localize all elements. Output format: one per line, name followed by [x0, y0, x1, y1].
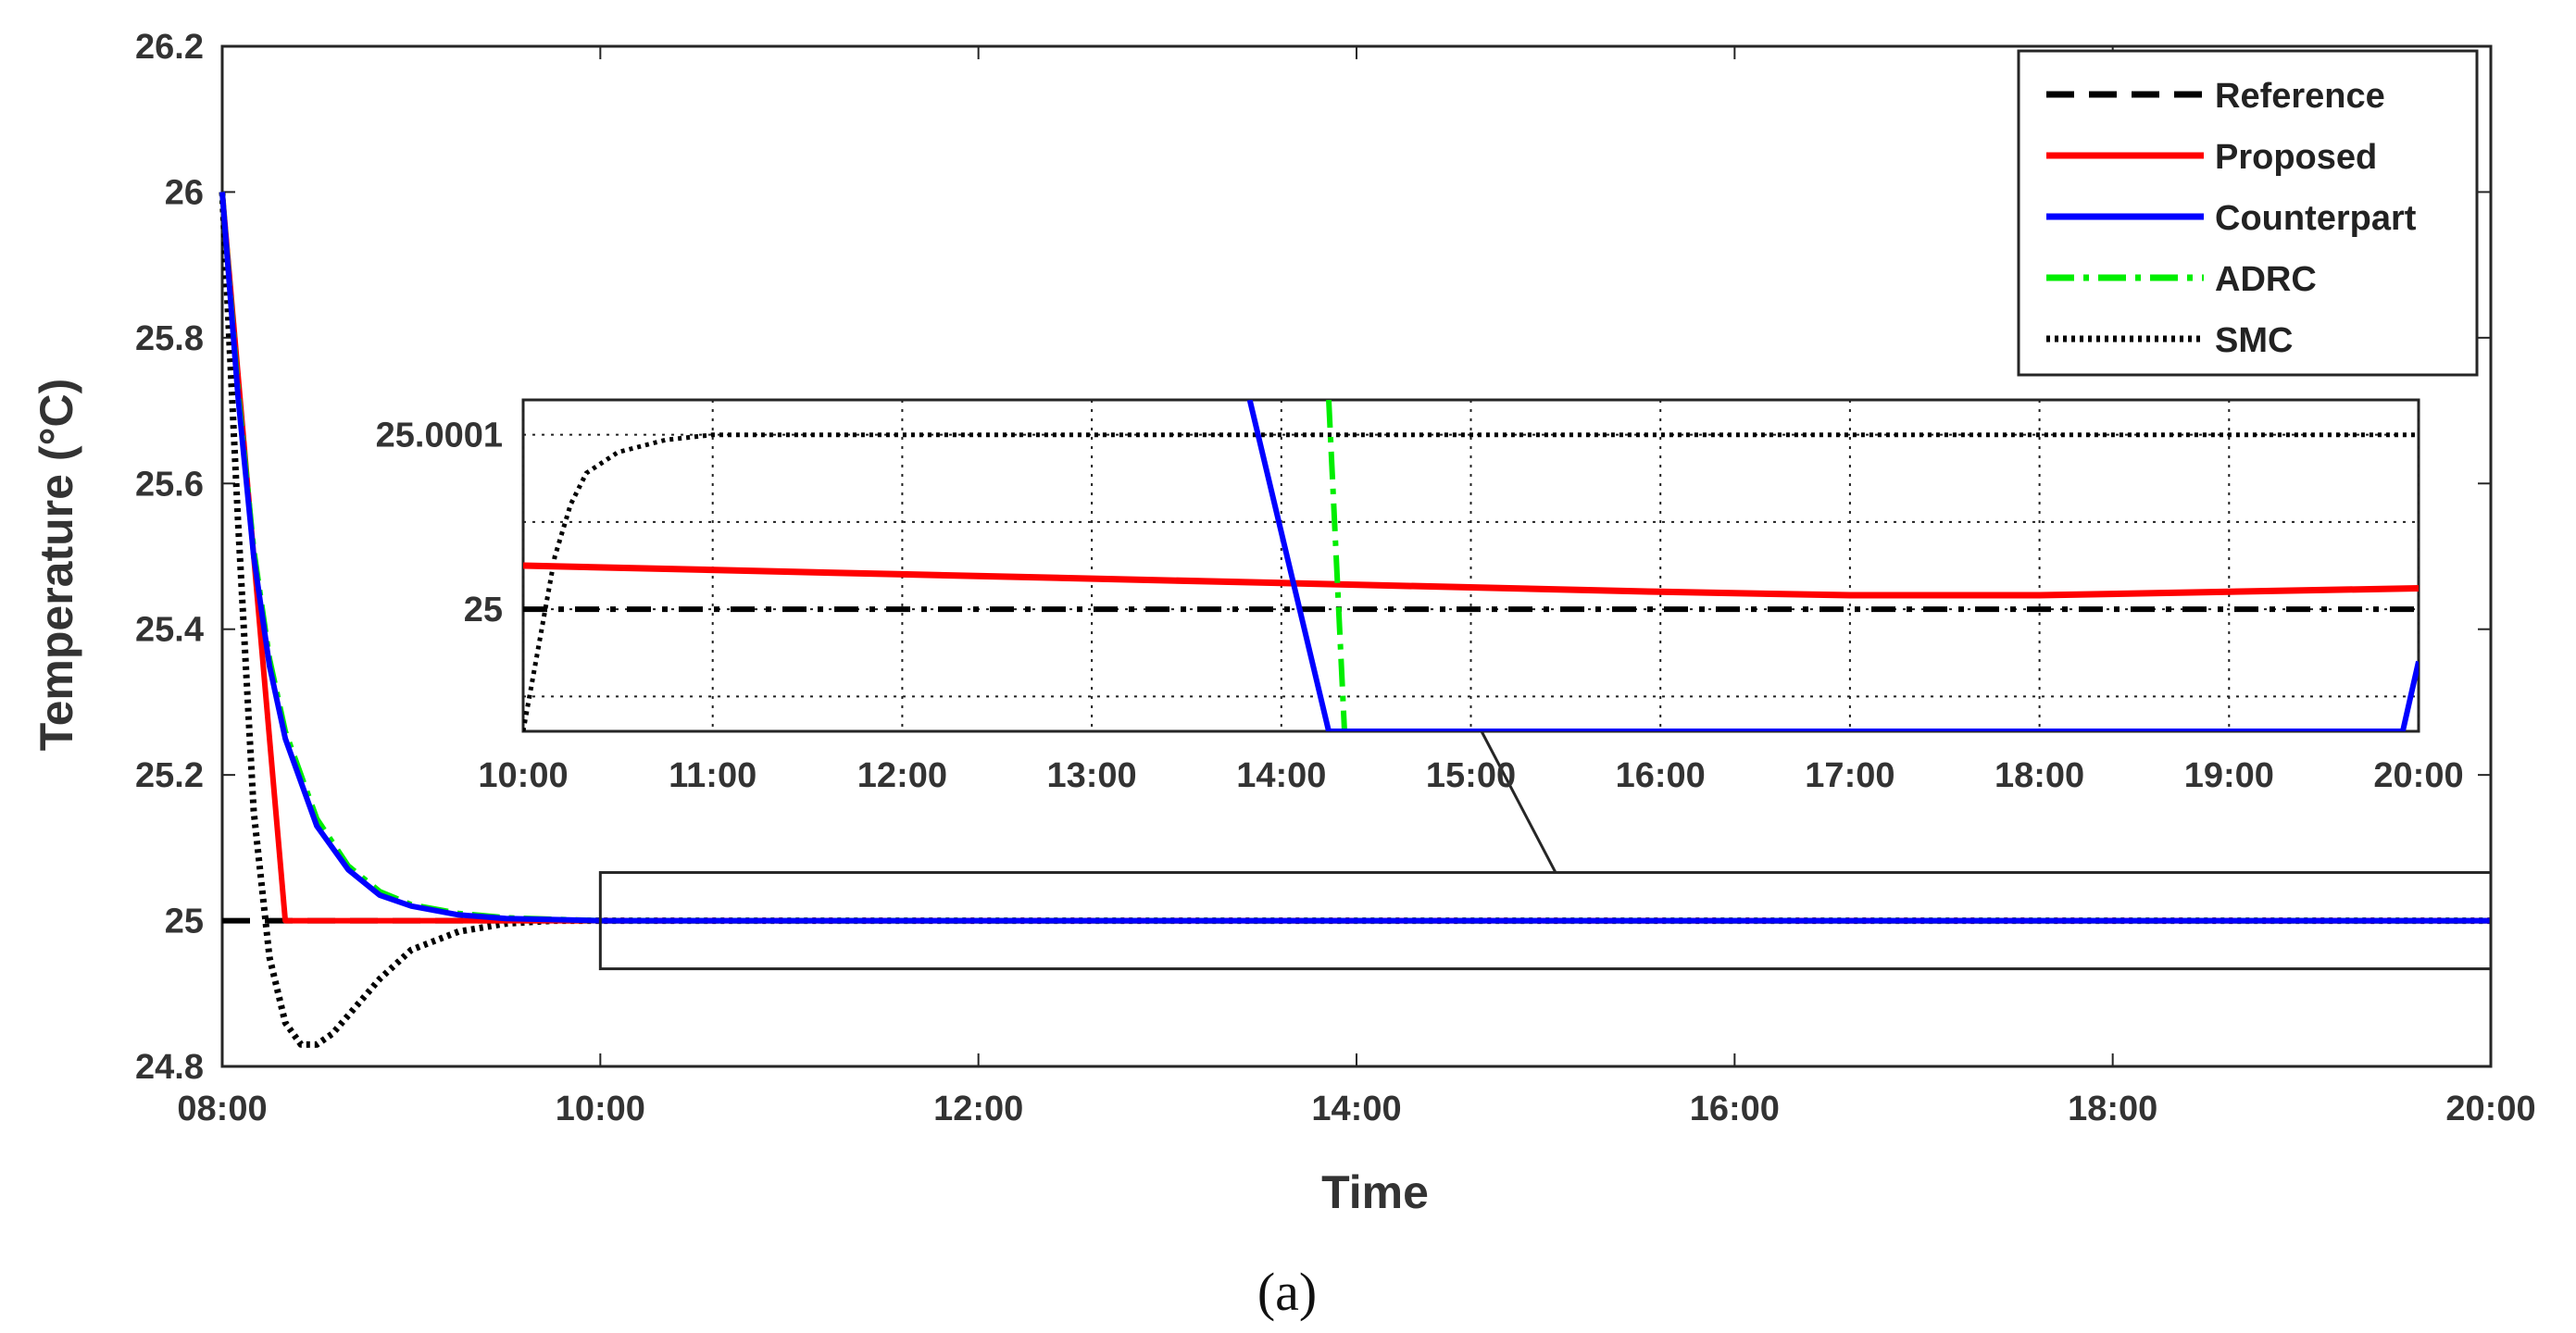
- inset-series-counterpart: [1246, 400, 2419, 731]
- inset-y-tick-label: 25: [464, 591, 503, 629]
- inset-x-tick-label: 18:00: [1995, 756, 2084, 795]
- zoom-connector: [1480, 730, 1557, 874]
- inset-x-tick-label: 14:00: [1236, 756, 1326, 795]
- x-tick-label: 14:00: [1311, 1090, 1401, 1128]
- y-tick-label: 25.6: [135, 465, 204, 504]
- y-tick-label: 25.2: [135, 756, 204, 795]
- legend-box: [2017, 49, 2479, 377]
- y-axis-title: Temperature (°C): [31, 379, 82, 751]
- y-tick-label: 26.2: [135, 28, 204, 67]
- inset-frame: [521, 398, 2420, 733]
- inset-x-tick-label: 11:00: [669, 756, 757, 795]
- inset-x-tick-label: 17:00: [1805, 756, 1894, 795]
- inset-plot: 10:00 11:00 12:00 13:00 14:00 15:00 16:00 17:00…: [376, 398, 2464, 795]
- inset-x-tick-label: 16:00: [1616, 756, 1706, 795]
- x-tick-label: 20:00: [2445, 1090, 2535, 1128]
- y-tick-label: 25.8: [135, 319, 204, 358]
- inset-series-adrc: [1326, 400, 1347, 731]
- x-tick-label: 16:00: [1690, 1090, 1780, 1128]
- legend-label-reference: Reference: [2215, 77, 2385, 116]
- x-tick-label: 12:00: [933, 1090, 1023, 1128]
- inset-series-proposed: [523, 562, 2419, 599]
- x-tick-label: 10:00: [556, 1090, 645, 1128]
- legend-label-smc: SMC: [2215, 321, 2293, 360]
- figure-caption: (a): [1257, 1262, 1317, 1322]
- legend-label-proposed: Proposed: [2215, 138, 2377, 177]
- inset-y-tick-label: 25.0001: [376, 417, 503, 455]
- inset-x-tick-label: 13:00: [1046, 756, 1136, 795]
- inset-x-tick-label: 19:00: [2184, 756, 2274, 795]
- legend: Reference Proposed Counterpart ADRC SMC: [2017, 49, 2479, 377]
- inset-series-group: [523, 400, 2419, 731]
- zoom-rectangle: [598, 871, 2493, 971]
- zoom-region: [598, 730, 2493, 971]
- legend-label-adrc: ADRC: [2215, 260, 2317, 299]
- inset-x-tick-label: 12:00: [857, 756, 947, 795]
- x-tick-label: 18:00: [2068, 1090, 2157, 1128]
- inset-x-tick-label: 20:00: [2373, 756, 2463, 795]
- x-axis-title: Time: [1321, 1166, 1429, 1218]
- y-tick-label: 26: [165, 173, 204, 212]
- legend-label-counterpart: Counterpart: [2215, 199, 2417, 238]
- inset-x-tick-label: 10:00: [478, 756, 568, 795]
- series-counterpart: [219, 192, 2491, 924]
- inset-series-smc: [523, 432, 2419, 731]
- y-tick-label: 24.8: [135, 1048, 204, 1087]
- y-tick-label: 25.4: [135, 611, 204, 650]
- x-tick-label: 08:00: [177, 1090, 267, 1128]
- y-tick-label: 25: [165, 903, 204, 941]
- main-series-group: [219, 192, 2491, 1048]
- inset-x-tick-label: 15:00: [1426, 756, 1516, 795]
